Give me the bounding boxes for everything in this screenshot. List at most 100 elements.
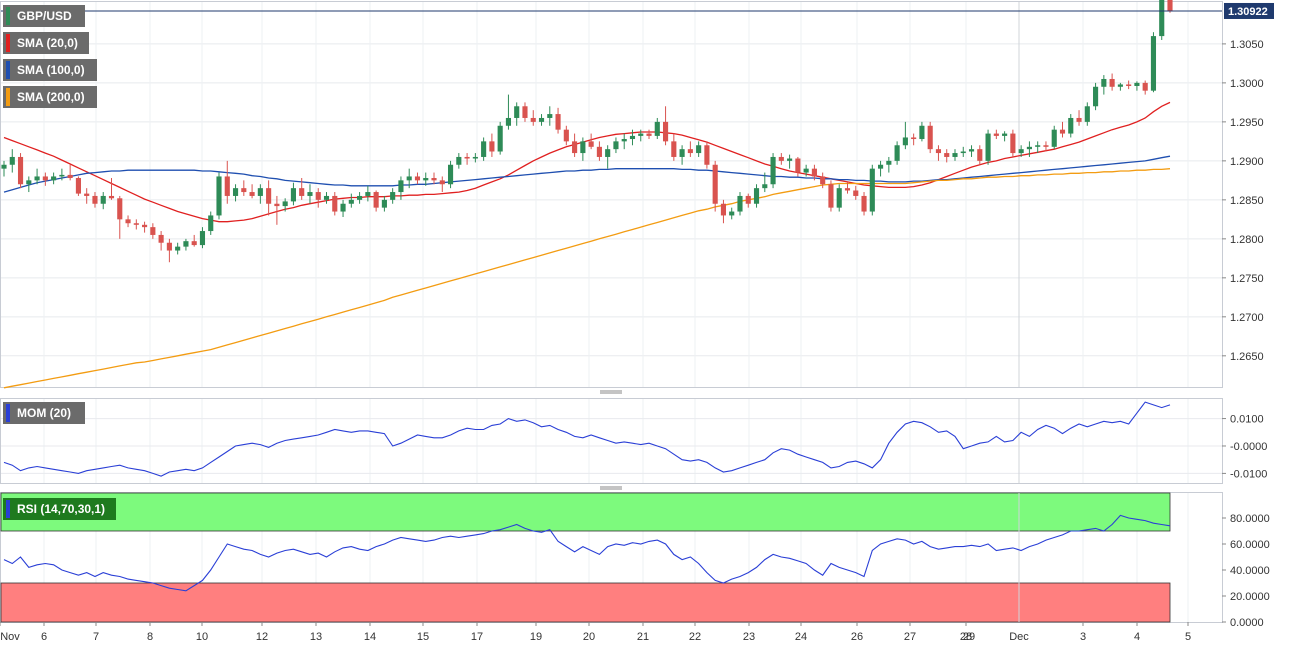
legend-symbol[interactable]: GBP/USD: [3, 5, 85, 27]
candle-body: [894, 145, 900, 161]
candle-body: [472, 156, 478, 159]
candle-body: [795, 158, 801, 173]
candle-body: [373, 192, 379, 208]
candle-body: [199, 231, 206, 246]
candle-body: [621, 139, 627, 142]
candle-body: [1068, 117, 1074, 134]
candle-body: [423, 178, 429, 181]
candle-body: [1026, 146, 1032, 150]
candle-body: [133, 223, 139, 225]
candle-body: [414, 176, 421, 181]
candle-body: [439, 180, 445, 185]
candle-body: [679, 149, 685, 157]
candle-body: [357, 195, 363, 200]
candle-body: [977, 149, 983, 161]
candle-body: [770, 156, 776, 185]
price-tick-label: 1.3050: [1230, 39, 1264, 51]
x-tick-label: 14: [364, 631, 376, 643]
rsi-tick-label: 0.0000: [1230, 617, 1264, 629]
candle-body: [406, 176, 412, 181]
x-tick-label: 26: [851, 631, 863, 643]
candle-body: [522, 106, 528, 118]
x-tick-label: 10: [196, 631, 208, 643]
candle-body: [1093, 86, 1099, 107]
rsi-swatch: [6, 500, 10, 518]
candle-body: [787, 158, 793, 161]
legend-rsi[interactable]: RSI (14,70,30,1): [3, 498, 116, 520]
x-tick-label: 20: [583, 631, 595, 643]
x-tick-label: 5: [1185, 631, 1191, 643]
candle-body: [398, 180, 404, 193]
candle-body: [183, 241, 189, 247]
price-tick-label: 1.3000: [1230, 78, 1264, 90]
candle-body: [563, 129, 569, 142]
candle-body: [613, 141, 619, 150]
x-tick-label: 27: [904, 631, 916, 643]
candle-body: [1018, 149, 1024, 154]
legend-sma-20[interactable]: SMA (20,0): [3, 32, 89, 54]
x-tick-label: 23: [743, 631, 755, 643]
candle-body: [1084, 106, 1090, 122]
candle-body: [985, 133, 991, 161]
x-tick-label: 21: [637, 631, 649, 643]
candle-body: [1117, 84, 1123, 87]
rsi-tick-label: 40.0000: [1230, 565, 1270, 577]
sma-line-1: [3, 155, 1171, 193]
rsi-tick-label: 20.0000: [1230, 591, 1270, 603]
x-tick-label: 6: [41, 631, 47, 643]
legend-sma-200[interactable]: SMA (200,0): [3, 86, 97, 108]
candle-body: [42, 176, 48, 181]
candle-body: [1167, 0, 1173, 12]
candle-body: [1134, 82, 1140, 86]
candle-body: [844, 188, 851, 191]
legend-sma-100[interactable]: SMA (100,0): [3, 59, 97, 81]
rsi-oversold-zone: [0, 582, 1171, 623]
panel-frame-2: [0, 398, 1223, 484]
candle-body: [34, 176, 40, 181]
candle-body: [365, 192, 371, 196]
candle-body: [878, 164, 884, 169]
sma-100-swatch: [6, 61, 10, 79]
x-tick-label: 24: [795, 631, 807, 643]
candle-body: [944, 153, 950, 157]
candle-body: [150, 227, 156, 235]
candle-body: [390, 192, 396, 200]
x-tick-label: 22: [689, 631, 701, 643]
candle-body: [968, 149, 975, 152]
candle-body: [1150, 36, 1157, 91]
candle-body: [9, 156, 15, 165]
candle-body: [935, 149, 942, 154]
candle-body: [307, 192, 313, 196]
candle-body: [431, 178, 437, 181]
candle-body: [605, 149, 611, 157]
candle-body: [1101, 78, 1107, 87]
candle-body: [497, 125, 503, 152]
x-tick-label: Dec: [1009, 631, 1029, 643]
legend-sma-20-label: SMA (20,0): [17, 36, 78, 50]
x-tick-label: 13: [310, 631, 322, 643]
candle-body: [1109, 78, 1115, 87]
candle-body: [84, 193, 90, 196]
candle-body: [166, 242, 172, 251]
candle-body: [803, 168, 809, 173]
candle-body: [753, 188, 760, 204]
candle-body: [67, 174, 73, 179]
candle-body: [505, 117, 512, 126]
candle-body: [125, 219, 131, 224]
candle-body: [456, 156, 462, 165]
x-tick-label: 7: [93, 631, 99, 643]
candle-body: [26, 180, 32, 185]
candle-body: [514, 106, 520, 118]
candle-body: [729, 211, 735, 216]
legend-mom[interactable]: MOM (20): [3, 402, 85, 424]
candle-body: [555, 114, 561, 130]
mom-swatch: [6, 404, 10, 422]
price-tick-label: 1.2800: [1230, 234, 1264, 246]
candle-body: [671, 141, 677, 157]
candle-body: [282, 201, 288, 207]
candle-body: [100, 195, 106, 204]
legend-symbol-label: GBP/USD: [17, 9, 72, 23]
candle-body: [902, 137, 908, 146]
candle-body: [828, 184, 834, 208]
